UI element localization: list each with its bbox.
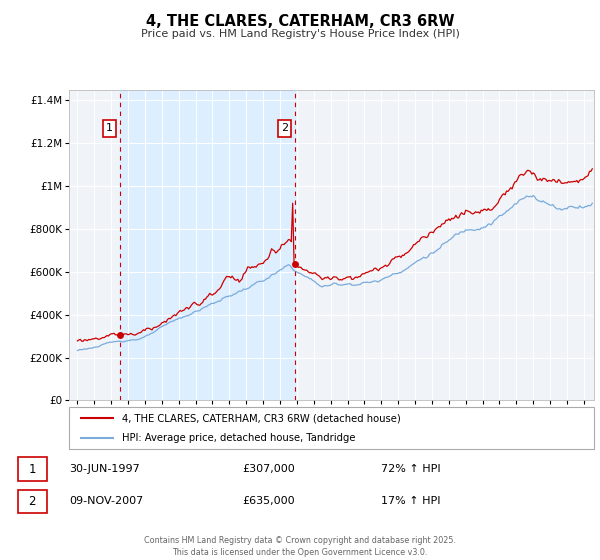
- Text: 2: 2: [28, 494, 36, 508]
- Text: 09-NOV-2007: 09-NOV-2007: [70, 496, 144, 506]
- Text: 4, THE CLARES, CATERHAM, CR3 6RW (detached house): 4, THE CLARES, CATERHAM, CR3 6RW (detach…: [121, 413, 400, 423]
- Text: Price paid vs. HM Land Registry's House Price Index (HPI): Price paid vs. HM Land Registry's House …: [140, 29, 460, 39]
- Text: Contains HM Land Registry data © Crown copyright and database right 2025.
This d: Contains HM Land Registry data © Crown c…: [144, 536, 456, 557]
- Text: £635,000: £635,000: [242, 496, 295, 506]
- Text: 4, THE CLARES, CATERHAM, CR3 6RW: 4, THE CLARES, CATERHAM, CR3 6RW: [146, 14, 454, 29]
- Bar: [119, 90, 295, 400]
- FancyBboxPatch shape: [18, 489, 47, 513]
- FancyBboxPatch shape: [69, 407, 594, 449]
- Text: 30-JUN-1997: 30-JUN-1997: [70, 464, 140, 474]
- Text: 17% ↑ HPI: 17% ↑ HPI: [380, 496, 440, 506]
- Text: 1: 1: [28, 463, 36, 475]
- Text: 1: 1: [106, 123, 113, 133]
- Text: 2: 2: [281, 123, 288, 133]
- Text: HPI: Average price, detached house, Tandridge: HPI: Average price, detached house, Tand…: [121, 433, 355, 443]
- FancyBboxPatch shape: [18, 458, 47, 480]
- Text: 72% ↑ HPI: 72% ↑ HPI: [380, 464, 440, 474]
- Text: £307,000: £307,000: [242, 464, 295, 474]
